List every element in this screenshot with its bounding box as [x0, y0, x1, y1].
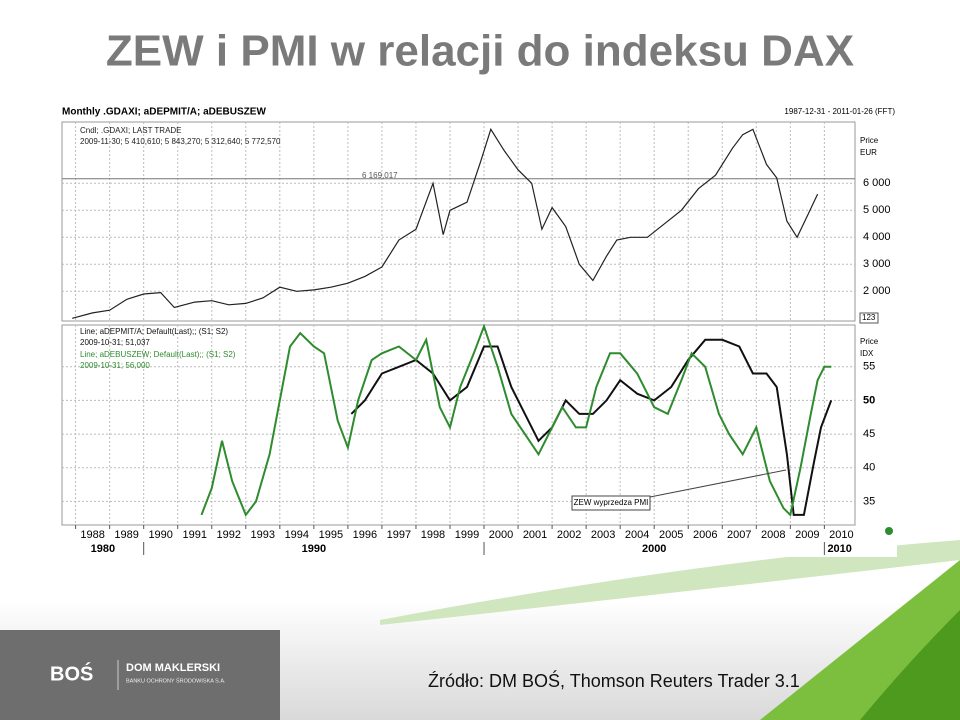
x-tick-label: 1993	[251, 529, 275, 541]
decade-label: 1990	[302, 543, 326, 555]
legend-entry: Line; aDEPMIT/A; Default(Last);; (S1; S2…	[80, 327, 228, 336]
x-tick-label: 2000	[489, 529, 513, 541]
y-tick-label: 6 000	[863, 177, 891, 189]
annotation: ZEW wyprzedza PMI	[574, 498, 649, 507]
legend-entry: Cndl; .GDAXI; LAST TRADE	[80, 126, 182, 135]
y-tick-label: 2 000	[863, 285, 891, 297]
x-tick-label: 1988	[80, 529, 104, 541]
x-tick-label: 1992	[217, 529, 241, 541]
x-tick-label: 2006	[693, 529, 717, 541]
annotation-box	[571, 495, 651, 511]
decade-label: 1980	[91, 543, 115, 555]
legend-last: 2009-10-31; 51,037	[80, 338, 150, 347]
y-tick-label: 3 000	[863, 258, 891, 270]
chart-header: Monthly .GDAXI; aDEPMIT/A; aDEBUSZEW	[62, 107, 266, 118]
x-tick-label: 1999	[455, 529, 479, 541]
x-tick-label: 1991	[182, 529, 206, 541]
series-line	[72, 127, 819, 319]
x-tick-label: 1995	[319, 529, 343, 541]
axis-title: EUR	[860, 148, 877, 157]
badge: 123	[862, 313, 876, 322]
decade-label: 2010	[827, 543, 851, 555]
legend-last: 2009-11-30; 5 410,610; 5 843,270; 5 312,…	[80, 137, 281, 146]
ref-label: 6 169,017	[362, 171, 398, 180]
x-tick-label: 1989	[114, 529, 138, 541]
series-line	[350, 338, 833, 516]
logo-name: DOM MAKLERSKI	[126, 662, 220, 674]
badge-box	[859, 312, 879, 324]
chart-range: 1987-12-31 - 2011-01-26 (FFT)	[784, 107, 895, 116]
x-tick-label: 2007	[727, 529, 751, 541]
x-tick-label: 2009	[795, 529, 819, 541]
legend-last: 2009-10-31; 56,000	[80, 361, 150, 370]
swoosh	[860, 610, 960, 720]
logo-subtitle: BANKU OCHRONY ŚRODOWISKA S.A.	[126, 676, 226, 684]
y-tick-label: 55	[863, 361, 875, 373]
x-tick-label: 1998	[421, 529, 445, 541]
axis-title: Price	[860, 136, 879, 145]
x-tick-label: 2005	[659, 529, 683, 541]
axis-title: IDX	[860, 349, 874, 358]
y-tick-label: 45	[863, 428, 875, 440]
y-tick-label: 5 000	[863, 204, 891, 216]
x-tick-label: 2001	[523, 529, 547, 541]
panel-frame	[61, 121, 856, 322]
source: Źródło: DM BOŚ, Thomson Reuters Trader 3…	[428, 670, 800, 691]
legend-entry: Line; aDEBUSZEW; Default(Last);; (S1; S2…	[80, 350, 236, 359]
annotation-arrow	[649, 469, 787, 498]
x-tick-label: 1994	[285, 529, 309, 541]
x-tick-label: 2003	[591, 529, 615, 541]
x-tick-label: 2010	[829, 529, 853, 541]
y-tick-label: 50	[863, 394, 875, 406]
swoosh	[380, 540, 960, 625]
panel-frame	[61, 324, 856, 526]
series-line	[200, 323, 832, 517]
y-tick-label: 40	[863, 462, 875, 474]
x-tick-label: 2004	[625, 529, 649, 541]
y-tick-label: 4 000	[863, 231, 891, 243]
axis-title: Price	[860, 337, 879, 346]
y-tick-label: 35	[863, 495, 875, 507]
decade-label: 2000	[642, 543, 666, 555]
x-tick-label: 1990	[148, 529, 172, 541]
slide-title: ZEW i PMI w relacji do indeksu DAX	[106, 27, 854, 76]
x-tick-label: 1997	[387, 529, 411, 541]
x-tick-label: 2008	[761, 529, 785, 541]
logo-block	[0, 630, 280, 720]
logo-mark: BOŚ	[50, 661, 93, 685]
status-dot	[885, 527, 893, 535]
x-tick-label: 1996	[353, 529, 377, 541]
plot: 2 000 3 000 4 000 5 000 6 000 Price EUR 123 6 16…	[61, 121, 891, 555]
x-tick-label: 2002	[557, 529, 581, 541]
